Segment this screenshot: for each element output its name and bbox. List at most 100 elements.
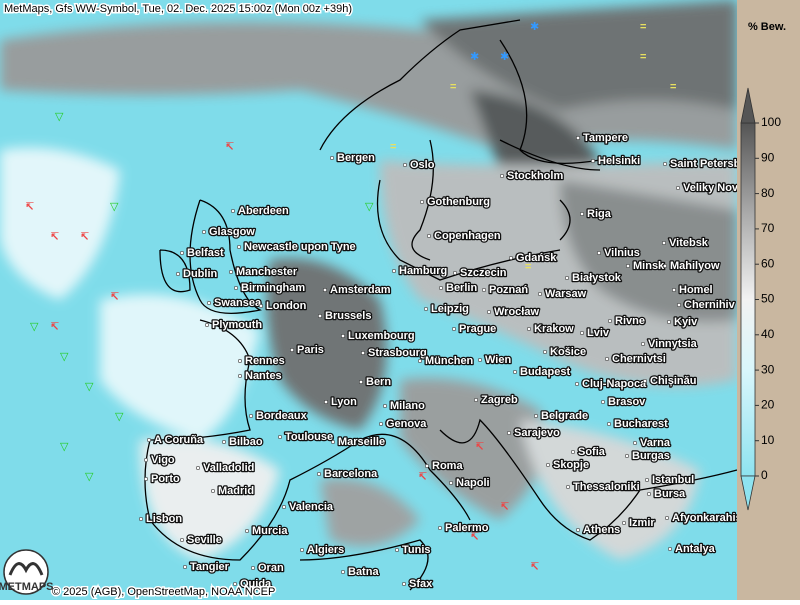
city-label: Poznań xyxy=(489,284,528,296)
city-dot xyxy=(542,349,548,355)
map-background: ▽ ▽ ▽ ▽ ▽ ▽ ▽ ▽ ▽ ↸ ↸ ↸ ↸ ↸ ↸ ↸ ↸ ↸ ↸ ↸ ✱ ✱ ✱ = = = = = = xyxy=(0,0,738,600)
city-dot xyxy=(451,326,457,332)
city-label: Izmir xyxy=(629,517,655,529)
city-label: Newcastle upon Tyne xyxy=(244,241,356,253)
colorbar-tick-label: 70 xyxy=(761,221,775,235)
city-label: Tampere xyxy=(583,132,628,144)
city-label: Hamburg xyxy=(399,265,447,277)
city-dot xyxy=(316,471,322,477)
city-label: Bern xyxy=(366,376,391,388)
city-label: Oslo xyxy=(410,159,435,171)
city-label: Toulouse xyxy=(285,431,333,443)
city-dot xyxy=(322,287,328,293)
city-dot xyxy=(244,528,250,534)
city-label: Algiers xyxy=(307,544,344,556)
city-label: Amsterdam xyxy=(330,284,391,296)
city-dot xyxy=(607,318,613,324)
city-label: Aberdeen xyxy=(238,205,289,217)
city-dot xyxy=(228,269,234,275)
city-label: Stockholm xyxy=(507,170,563,182)
city-label: Helsinki xyxy=(598,155,640,167)
svg-text:↸: ↸ xyxy=(470,531,479,543)
weather-symbols: ▽ ▽ ▽ ▽ ▽ ▽ ▽ ▽ ▽ ↸ ↸ ↸ ↸ ↸ ↸ ↸ ↸ ↸ ↸ ↸ ✱ ✱ ✱ = = = = = = xyxy=(25,21,676,573)
city-label: Wien xyxy=(485,354,511,366)
city-label: Sofia xyxy=(578,446,606,458)
city-dot xyxy=(606,421,612,427)
city-label: Košice xyxy=(550,346,586,358)
city-label: Istanbul xyxy=(652,474,694,486)
city-dot xyxy=(201,229,207,235)
svg-text:=: = xyxy=(640,21,646,33)
city-label: Bilbao xyxy=(229,436,263,448)
city-label: Bordeaux xyxy=(256,410,308,422)
city-label: Chernihiv xyxy=(684,299,736,311)
city-dot xyxy=(236,244,242,250)
city-dot xyxy=(579,330,585,336)
city-dot xyxy=(477,357,483,363)
city-dot xyxy=(378,421,384,427)
city-label: Wrocław xyxy=(494,306,539,318)
city-dot xyxy=(299,547,305,553)
city-label: Thessaloniki xyxy=(573,481,640,493)
city-label: Belfast xyxy=(187,247,224,259)
city-label: Tangier xyxy=(190,561,230,573)
city-label: Vilnius xyxy=(604,247,640,259)
city-label: Kyiv xyxy=(674,316,698,328)
city-dot xyxy=(452,270,458,276)
colorbar-tick-label: 10 xyxy=(761,433,775,447)
city-label: Barcelona xyxy=(324,468,378,480)
city-dot xyxy=(143,457,149,463)
city-dot xyxy=(438,285,444,291)
city-dot xyxy=(590,158,596,164)
city-label: Szczecin xyxy=(460,267,507,279)
city-dot xyxy=(646,491,652,497)
colorbar-tick-label: 80 xyxy=(761,186,775,200)
city-dot xyxy=(664,515,670,521)
colorbar-tick-label: 90 xyxy=(761,150,775,164)
city-dot xyxy=(204,322,210,328)
city-dot xyxy=(666,319,672,325)
city-dot xyxy=(417,358,423,364)
city-dot xyxy=(146,437,152,443)
city-dot xyxy=(340,569,346,575)
city-dot xyxy=(499,173,505,179)
city-label: Valladolid xyxy=(203,462,254,474)
city-label: Luxembourg xyxy=(348,330,415,342)
colorbar-tick-label: 40 xyxy=(761,327,775,341)
city-dot xyxy=(537,291,543,297)
city-label: Milano xyxy=(390,400,425,412)
city-dot xyxy=(575,527,581,533)
city-dot xyxy=(526,326,532,332)
city-dot xyxy=(570,449,576,455)
city-dot xyxy=(138,516,144,522)
city-label: Palermo xyxy=(445,522,489,534)
city-label: Oran xyxy=(258,562,284,574)
city-label: Genova xyxy=(386,418,427,430)
city-label: Lisbon xyxy=(146,513,182,525)
city-dot xyxy=(401,581,407,587)
city-label: Afyonkarahisar xyxy=(672,512,753,524)
city-label: Mahilyow xyxy=(670,260,720,272)
city-dot xyxy=(329,155,335,161)
city-label: Plymouth xyxy=(212,319,262,331)
svg-text:▽: ▽ xyxy=(60,441,69,453)
city-dot xyxy=(250,565,256,571)
city-dot xyxy=(233,285,239,291)
city-dot xyxy=(237,358,243,364)
city-label: Sarajevo xyxy=(514,427,560,439)
svg-text:↸: ↸ xyxy=(50,231,59,243)
city-dot xyxy=(182,564,188,570)
city-dot xyxy=(360,350,366,356)
city-label: Varna xyxy=(640,437,671,449)
city-dot xyxy=(221,439,227,445)
city-dot xyxy=(195,465,201,471)
city-label: Budapest xyxy=(520,366,570,378)
city-label: Dublin xyxy=(183,268,217,280)
city-label: Belgrade xyxy=(541,410,588,422)
svg-text:↸: ↸ xyxy=(25,201,34,213)
city-dot xyxy=(676,302,682,308)
city-dot xyxy=(230,208,236,214)
city-dot xyxy=(143,476,149,482)
city-label: Batna xyxy=(348,566,379,578)
city-dot xyxy=(402,162,408,168)
